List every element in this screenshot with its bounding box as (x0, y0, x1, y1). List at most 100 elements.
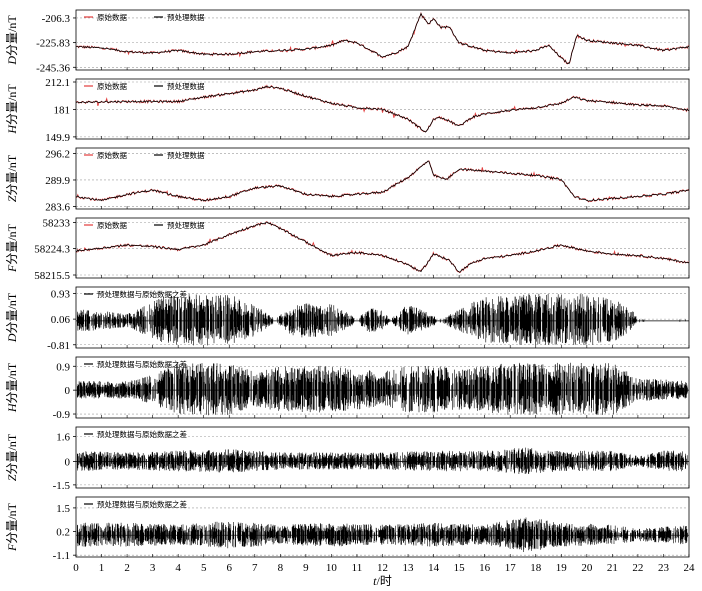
plot-area (76, 221, 689, 274)
x-tick-label: 7 (252, 562, 258, 574)
y-tick-label: 0.93 (51, 288, 71, 300)
legend: 原始数据 预处理数据 (84, 150, 205, 160)
legend-label: 原始数据 (97, 220, 127, 230)
panel-frame (75, 147, 690, 210)
panel-5: 0.93 0.06 -0.81 D分量/nT 预处理数据与原始数据之差 (5, 286, 690, 352)
legend-label: 原始数据 (97, 12, 127, 22)
legend: 原始数据 预处理数据 (84, 12, 205, 22)
x-tick-label: 6 (227, 562, 233, 574)
x-tick-label: 3 (150, 562, 156, 574)
y-tick-label: -0.9 (53, 409, 71, 421)
x-tick-label: 19 (556, 562, 568, 574)
x-tick-label: 17 (505, 562, 517, 574)
y-tick-label: 0.06 (51, 314, 71, 326)
y-tick-label: 0.9 (56, 361, 70, 373)
legend-label: 预处理数据 (167, 81, 205, 91)
y-tick-label: 149.9 (45, 132, 70, 144)
legend-label: 原始数据 (97, 81, 127, 91)
x-tick-label: 13 (403, 562, 415, 574)
x-tick-label: 15 (454, 562, 466, 574)
y-tick-label: -0.81 (47, 340, 70, 352)
y-tick-label: -245.36 (36, 62, 70, 74)
y-tick-label: 1.6 (56, 431, 70, 443)
panel-1: -206.3 -225.83 -245.36 D分量/nT 原始数据 预处理数据 (5, 9, 690, 74)
x-tick-label: 18 (530, 562, 542, 574)
y-tick-label: 289.9 (45, 175, 70, 187)
plot-area (76, 362, 689, 416)
y-tick-label: 0.2 (56, 527, 70, 539)
y-axis-label: Z分量/nT (5, 154, 19, 202)
legend-label: 原始数据 (97, 150, 127, 160)
legend: 原始数据 预处理数据 (84, 220, 205, 230)
y-tick-label: 58233 (43, 218, 71, 230)
legend-label: 预处理数据 (167, 220, 205, 230)
legend: 原始数据 预处理数据 (84, 81, 205, 91)
y-tick-label: 58215.5 (34, 270, 70, 282)
x-axis: 0 1 2 3 4 5 6 7 8 9 10 11 12 13 14 15 16 17 18 19 20 21 22 23 24… (73, 562, 695, 588)
series-line-processed (76, 85, 689, 133)
panel-7: 1.6 0 -1.5 Z分量/nT 预处理数据与原始数据之差 (5, 426, 690, 492)
x-tick-label: 9 (303, 562, 309, 574)
y-axis-label: D分量/nT (5, 15, 19, 66)
plot-area (76, 447, 689, 474)
series-line-processed (76, 160, 689, 202)
x-tick-label: 22 (632, 562, 643, 574)
plot-area (76, 11, 689, 65)
panel-frame (75, 78, 690, 140)
x-tick-label: 14 (428, 562, 440, 574)
x-tick-label: 1 (99, 562, 105, 574)
difference-spikes (77, 517, 688, 552)
x-tick-label: 8 (278, 562, 284, 574)
y-axis-label: D分量/nT (5, 292, 19, 343)
panel-6: 0.9 0 -0.9 H分量/nT 预处理数据与原始数据之差 (5, 356, 690, 421)
y-tick-label: 1.5 (56, 503, 70, 515)
plot-area (76, 160, 689, 203)
panel-2: 212.1 181 149.9 H分量/nT 原始数据 预处理数据 (5, 77, 690, 144)
y-tick-label: 0 (65, 385, 71, 397)
plot-area (76, 84, 689, 133)
x-tick-label: 12 (377, 562, 388, 574)
x-tick-label: 11 (352, 562, 363, 574)
difference-spikes (77, 362, 688, 416)
x-tick-label: 16 (479, 562, 491, 574)
y-axis-label: F分量/nT (5, 223, 19, 273)
legend-label: 预处理数据与原始数据之差 (97, 289, 187, 299)
panel-frame (75, 9, 690, 71)
y-axis-label: H分量/nT (5, 362, 19, 413)
x-tick-label: 5 (201, 562, 207, 574)
x-tick-label: 21 (607, 562, 618, 574)
series-line-processed (76, 221, 689, 273)
difference-spikes (77, 447, 688, 474)
y-tick-label: -225.83 (36, 38, 70, 50)
x-tick-label: 23 (658, 562, 670, 574)
panel-8: 1.5 0.2 -1.1 F分量/nT 预处理数据与原始数据之差 (5, 496, 690, 562)
panel-4: 58233 58224.3 58215.5 F分量/nT 原始数据 预处理数据 (5, 217, 690, 282)
y-tick-label: 181 (54, 104, 71, 116)
x-tick-label: 4 (175, 562, 181, 574)
plot-area (76, 293, 689, 346)
legend: 预处理数据与原始数据之差 (84, 289, 187, 299)
y-tick-label: -206.3 (42, 13, 71, 25)
legend-label: 预处理数据 (167, 12, 205, 22)
x-tick-label: 10 (326, 562, 338, 574)
legend-label: 预处理数据 (167, 150, 205, 160)
y-tick-label: 296.2 (45, 148, 70, 160)
panel-frame (75, 217, 690, 279)
panel-3: 296.2 289.9 283.6 Z分量/nT 原始数据 预处理数据 (5, 147, 690, 213)
legend: 预处理数据与原始数据之差 (84, 429, 187, 439)
plot-area (76, 517, 689, 552)
y-tick-label: -1.1 (53, 550, 70, 562)
x-axis-label: t/时 (373, 574, 392, 588)
y-tick-label: 283.6 (45, 201, 70, 213)
x-tick-label: 24 (684, 562, 696, 574)
y-tick-label: -1.5 (53, 480, 71, 492)
y-tick-label: 0 (65, 456, 71, 468)
legend: 预处理数据与原始数据之差 (84, 359, 187, 369)
y-tick-label: 212.1 (45, 77, 70, 89)
x-tick-label: 2 (124, 562, 130, 574)
legend-label: 预处理数据与原始数据之差 (97, 359, 187, 369)
legend: 预处理数据与原始数据之差 (84, 499, 187, 509)
x-tick-label: 0 (73, 562, 79, 574)
